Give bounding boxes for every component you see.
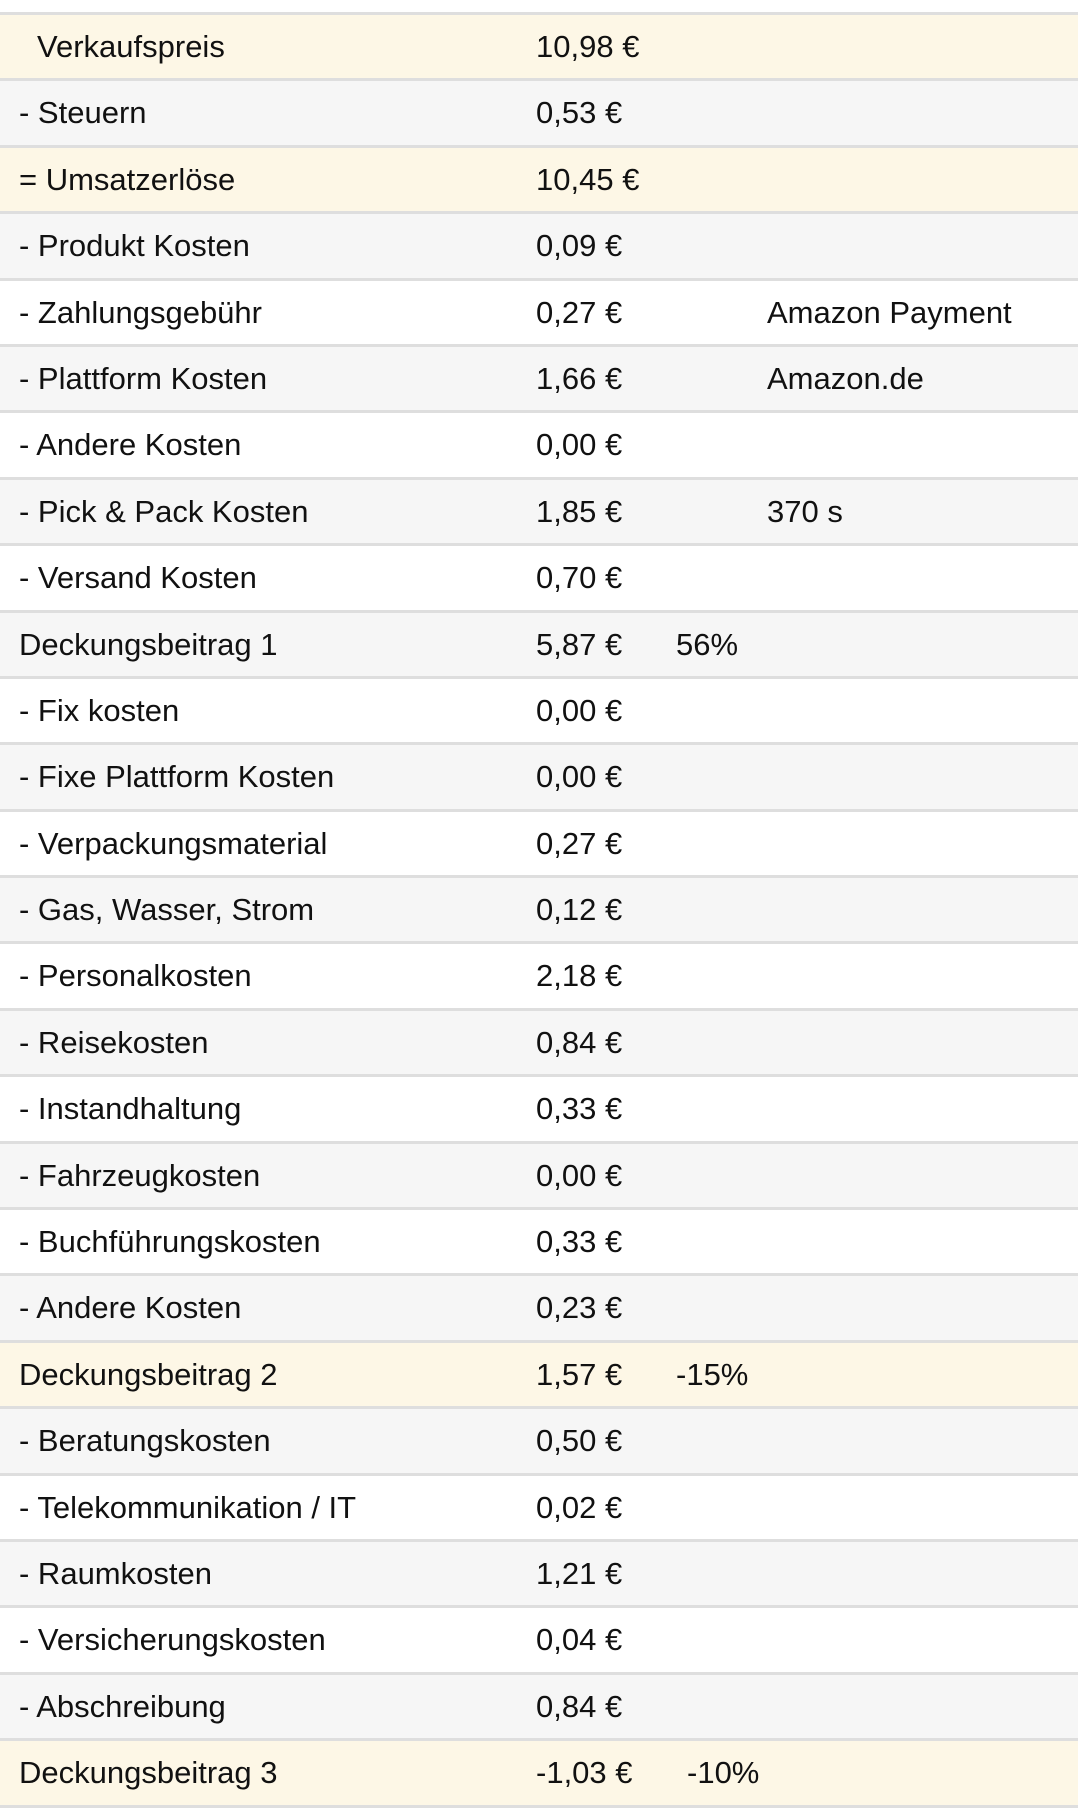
row-label: - Verpackungsmaterial [19,825,328,861]
table-row: Deckungsbeitrag 1 5,87 € 56% [0,609,1078,676]
row-label: - Versicherungskosten [19,1622,326,1658]
row-value: 0,04 € [536,1622,623,1658]
table-row: - Fahrzeugkosten 0,00 € [0,1140,1078,1208]
table-row: - Abschreibung 0,84 € [0,1671,1078,1739]
table-row: - Raumkosten 1,21 € [0,1538,1078,1606]
row-value: 0,84 € [536,1688,623,1724]
row-note: Amazon.de [767,360,924,396]
row-value: 0,84 € [536,1024,623,1060]
table-row: - Telekommunikation / IT 0,02 € [0,1472,1078,1539]
row-value: 0,27 € [536,294,623,330]
row-value: 0,02 € [536,1489,623,1525]
row-value: 0,50 € [536,1423,623,1459]
row-label: - Zahlungsgebühr [19,294,262,330]
row-value: 0,53 € [536,95,623,131]
row-value: 1,85 € [536,493,623,529]
row-label: - Andere Kosten [19,427,242,463]
table-row: - Zahlungsgebühr 0,27 € Amazon Payment [0,277,1078,344]
cost-table: Verkaufspreis 10,98 € - Steuern 0,53 € = Ums… [0,12,1078,1808]
table-row: Verkaufspreis 10,98 € [0,12,1078,79]
row-value: 2,18 € [536,958,623,994]
row-value: 0,00 € [536,427,623,463]
row-label: - Fahrzeugkosten [19,1157,261,1193]
table-row: - Andere Kosten 0,23 € [0,1273,1078,1340]
table-row: - Personalkosten 2,18 € [0,941,1078,1007]
row-value: 0,70 € [536,560,623,596]
row-value: 0,00 € [536,692,623,728]
row-percent: -15% [676,1356,749,1392]
row-label: Verkaufspreis [37,29,225,64]
row-label: - Reisekosten [19,1024,209,1060]
row-label: - Raumkosten [19,1555,212,1591]
row-label: - Beratungskosten [19,1423,271,1459]
row-label: - Telekommunikation / IT [19,1489,357,1525]
table-row: - Versicherungskosten 0,04 € [0,1605,1078,1671]
table-row: - Andere Kosten 0,00 € [0,410,1078,476]
row-value: 1,66 € [536,360,623,396]
row-value: 0,33 € [536,1224,623,1260]
table-row: Deckungsbeitrag 2 1,57 € -15% [0,1339,1078,1407]
row-value: 0,12 € [536,892,623,928]
row-label: - Abschreibung [19,1688,226,1724]
table-row: - Instandhaltung 0,33 € [0,1074,1078,1140]
row-label: - Plattform Kosten [19,360,268,396]
row-label: - Andere Kosten [19,1290,242,1326]
row-label: Deckungsbeitrag 3 [19,1755,278,1791]
row-note: Amazon Payment [767,294,1012,330]
table-row: - Fix kosten 0,00 € [0,675,1078,742]
row-label: - Steuern [19,95,147,131]
row-label: - Pick & Pack Kosten [19,493,309,529]
row-percent: 56% [676,626,739,662]
table-row: Deckungsbeitrag 3 -1,03 € -10% [0,1738,1078,1808]
row-label: - Versand Kosten [19,560,257,596]
row-value: 0,00 € [536,1157,623,1193]
table-row: - Steuern 0,53 € [0,78,1078,145]
row-label: Deckungsbeitrag 1 [19,626,278,662]
row-value: 1,21 € [536,1555,623,1591]
row-value: 0,09 € [536,228,623,264]
row-label: = Umsatzerlöse [19,161,236,197]
row-label: - Instandhaltung [19,1091,242,1127]
table-row: - Buchführungskosten 0,33 € [0,1207,1078,1273]
row-value: 0,00 € [536,759,623,795]
table-row: - Pick & Pack Kosten 1,85 € 370 s [0,476,1078,544]
table-row: - Verpackungsmaterial 0,27 € [0,808,1078,875]
table-row: - Versand Kosten 0,70 € [0,543,1078,609]
row-label: - Fixe Plattform Kosten [19,759,335,795]
table-row: - Plattform Kosten 1,66 € Amazon.de [0,343,1078,411]
row-label: - Produkt Kosten [19,228,250,264]
row-label: - Buchführungskosten [19,1224,321,1260]
row-value: -1,03 € [536,1755,633,1791]
row-value: 5,87 € [536,626,623,662]
row-value: 10,98 € [536,29,640,64]
row-value: 0,33 € [536,1091,623,1127]
row-label: Deckungsbeitrag 2 [19,1356,278,1392]
row-value: 0,23 € [536,1290,623,1326]
row-value: 0,27 € [536,825,623,861]
row-note: 370 s [767,493,843,529]
row-label: - Fix kosten [19,692,180,728]
table-row: - Beratungskosten 0,50 € [0,1406,1078,1473]
table-row: - Fixe Plattform Kosten 0,00 € [0,742,1078,809]
row-label: - Gas, Wasser, Strom [19,892,315,928]
table-row: - Gas, Wasser, Strom 0,12 € [0,875,1078,942]
row-value: 10,45 € [536,161,640,197]
row-label: - Personalkosten [19,958,252,994]
row-value: 1,57 € [536,1356,623,1392]
table-row: - Reisekosten 0,84 € [0,1007,1078,1075]
table-row: = Umsatzerlöse 10,45 € [0,144,1078,212]
table-row: - Produkt Kosten 0,09 € [0,211,1078,278]
row-percent: -10% [687,1755,760,1791]
